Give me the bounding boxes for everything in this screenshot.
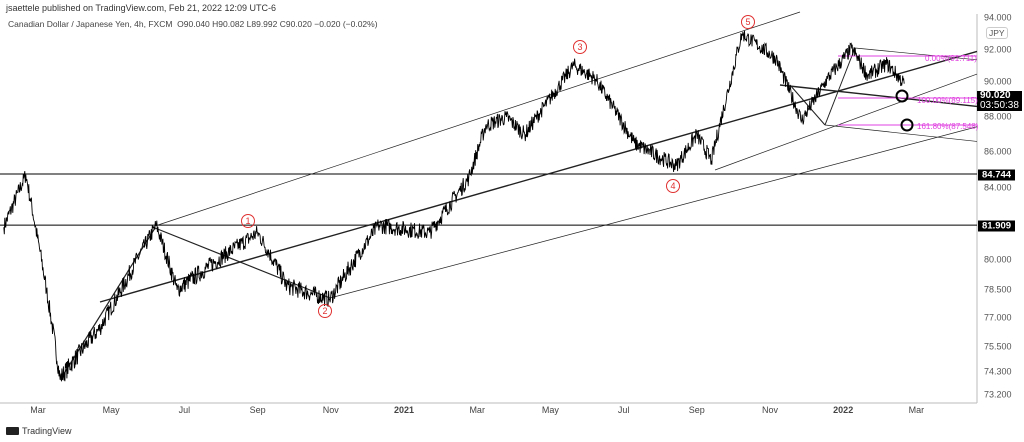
trend-line: [329, 126, 978, 299]
x-tick: 2022: [833, 405, 854, 415]
bar-countdown: 03:50:38: [980, 100, 1019, 111]
last-price: 90.020: [980, 90, 1011, 101]
symbol-name: Canadian Dollar / Japanese Yen, 4h, FXCM: [8, 19, 173, 29]
trend-line: [789, 84, 826, 126]
x-tick: Mar: [30, 405, 46, 415]
y-tick: 90.000: [984, 76, 1012, 87]
x-tick: Jul: [617, 405, 630, 415]
target-circle: [895, 89, 909, 103]
last-price-label: 90.020 03:50:38: [977, 91, 1022, 111]
currency-label: JPY: [986, 27, 1008, 39]
wave-label-5: 5: [741, 15, 755, 29]
x-tick: Mar: [469, 405, 485, 415]
fib-label-161: 161.80%(87.548): [917, 122, 979, 131]
y-tick: 86.000: [984, 146, 1012, 157]
brand-name: TradingView: [22, 426, 72, 436]
y-tick: 88.000: [984, 111, 1012, 122]
y-tick: 80.000: [984, 254, 1012, 265]
target-circle: [900, 118, 914, 132]
y-tick: 74.300: [984, 366, 1012, 377]
y-tick: 92.000: [984, 44, 1012, 55]
price-series: [3, 30, 905, 382]
ohlc-values: O90.040 H90.082 L89.992 C90.020 −0.020 (…: [177, 19, 378, 29]
wave-label-4: 4: [666, 179, 680, 193]
trend-line: [99, 50, 978, 303]
wave-label-1: 1: [241, 214, 255, 228]
y-tick: 94.000: [984, 12, 1012, 23]
x-tick: Mar: [908, 405, 925, 415]
tradingview-logo-icon: [6, 427, 19, 435]
publish-info: jsaettele published on TradingView.com, …: [6, 3, 276, 13]
x-tick: May: [541, 405, 559, 415]
trend-line: [714, 73, 978, 171]
wave-label-2: 2: [318, 304, 332, 318]
level-label-81909: 81.909: [978, 220, 1016, 232]
level-label-84744: 84.744: [978, 169, 1016, 181]
wave-label-3: 3: [573, 40, 587, 54]
x-tick: 2021: [393, 405, 415, 415]
y-tick: 84.000: [984, 182, 1012, 193]
trend-line: [779, 84, 978, 108]
x-tick: Nov: [761, 405, 779, 415]
trend-line: [824, 124, 978, 142]
y-tick: 77.000: [984, 312, 1012, 323]
x-tick: Jul: [178, 405, 191, 415]
x-tick: May: [102, 405, 120, 415]
x-tick: Nov: [322, 405, 339, 415]
fib-label-100: 100.00%(89.115): [917, 96, 978, 105]
x-tick: Sep: [249, 405, 266, 415]
x-tick: Sep: [688, 405, 705, 415]
fib-label-0: 0.00%(91.711): [925, 54, 977, 63]
y-tick: 73.200: [984, 389, 1012, 400]
tradingview-logo[interactable]: TradingView: [6, 426, 72, 436]
trend-line: [824, 47, 856, 126]
trend-line: [854, 47, 978, 61]
y-tick: 78.500: [984, 284, 1012, 295]
y-tick: 75.500: [984, 341, 1012, 352]
symbol-legend: Canadian Dollar / Japanese Yen, 4h, FXCM…: [8, 19, 378, 29]
trend-line: [154, 11, 801, 227]
